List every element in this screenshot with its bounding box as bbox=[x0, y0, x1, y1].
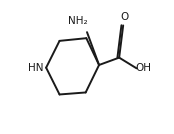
Text: NH₂: NH₂ bbox=[68, 16, 87, 26]
Text: OH: OH bbox=[136, 63, 152, 73]
Text: HN: HN bbox=[28, 63, 43, 73]
Text: O: O bbox=[120, 12, 129, 22]
